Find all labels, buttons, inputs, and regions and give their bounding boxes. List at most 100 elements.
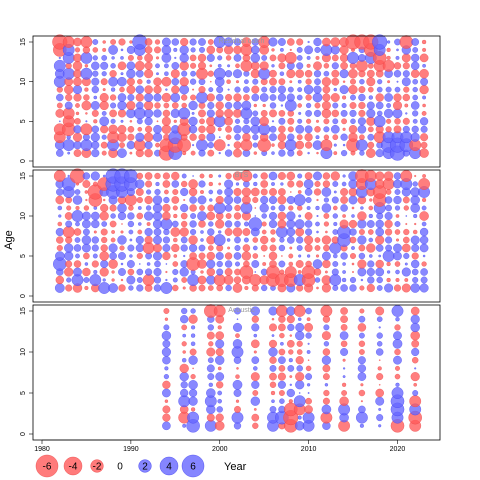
bubble-point [359,349,365,355]
bubble-point [83,228,90,236]
bubble-point [323,324,330,331]
bubble-point [288,261,294,267]
bubble-point [378,254,382,258]
bubble-point [253,333,258,338]
bubble-point [373,115,386,128]
bubble-point [315,55,320,60]
bubble-point [224,204,233,212]
bubble-point [295,380,305,390]
bubble-point [332,261,339,267]
bubble-point [84,87,89,92]
bubble-point [100,228,108,236]
bubble-point [375,267,385,277]
bubble-point [395,238,399,242]
bubble-point [233,389,242,397]
bubble-point [420,77,428,86]
bubble-point [181,324,188,331]
bubble-point [351,206,355,210]
bubble-point [278,348,286,356]
bubble-point [297,317,302,321]
bubble-point [241,251,252,261]
bubble-point [198,86,206,94]
bubble-point [298,214,302,218]
bubble-point [111,278,115,282]
bubble-point [225,134,232,140]
bubble-point [269,406,277,413]
bubble-point [296,340,303,347]
bubble-point [321,187,332,197]
bubble-point [330,171,340,181]
bubble-point [190,94,197,101]
bubble-point [64,101,73,110]
bubble-point [366,283,375,293]
bubble-point [225,70,233,78]
bubble-point [341,181,347,187]
bubble-point [339,45,349,55]
bubble-point [376,332,383,339]
bubble-point [118,268,126,276]
bubble-point [65,220,73,228]
bubble-point [207,141,214,149]
bubble-point [316,198,319,202]
bubble-point [420,141,428,149]
bubble-point [152,203,163,213]
bubble-point [278,260,286,268]
bubble-point [153,93,162,102]
bubble-point [244,79,249,85]
bubble-point [234,220,241,228]
bubble-point [154,260,161,268]
bubble-point [191,325,196,330]
bubble-point [196,91,208,104]
bubble-point [207,324,214,331]
bubble-point [269,133,277,142]
bubble-point [242,195,251,205]
bubble-point [144,117,153,126]
bubble-point [412,118,418,124]
bubble-point [315,119,320,123]
bubble-point [252,142,258,148]
bubble-point [145,268,153,276]
bubble-point [126,140,136,150]
bubble-point [419,68,429,79]
bubble-point [271,120,275,123]
bubble-point [223,37,234,47]
bubble-point [386,103,391,108]
bubble-point [410,101,420,110]
bubble-point [162,251,171,261]
bubble-point [75,111,80,116]
bubble-point [367,62,374,69]
bubble-point [178,107,191,120]
bubble-point [321,404,332,415]
bubble-point [271,317,275,321]
bubble-point [56,244,63,252]
bubble-point [342,80,346,83]
bubble-point [405,112,408,115]
bubble-point [331,62,339,70]
bubble-point [93,206,98,210]
bubble-point [110,213,116,219]
bubble-point [304,220,313,228]
bubble-point [419,235,429,245]
bubble-point [120,278,124,282]
bubble-point [100,61,109,70]
bubble-point [142,274,155,286]
bubble-point [73,228,82,236]
bubble-point [153,235,162,245]
bubble-point [134,60,145,71]
bubble-point [188,396,198,406]
bubble-point [162,421,171,431]
bubble-point [207,149,215,157]
bubble-point [322,172,331,180]
bubble-point [84,262,89,266]
bubble-point [393,195,402,205]
bubble-point [261,55,268,61]
bubble-point [358,54,366,62]
bubble-point [305,141,313,149]
bubble-point [253,151,257,155]
bubble-point [84,285,89,291]
bubble-point [163,228,170,236]
bubble-point [260,244,268,252]
bubble-point [269,260,277,268]
bubble-point [121,223,123,225]
bubble-point [172,261,179,267]
